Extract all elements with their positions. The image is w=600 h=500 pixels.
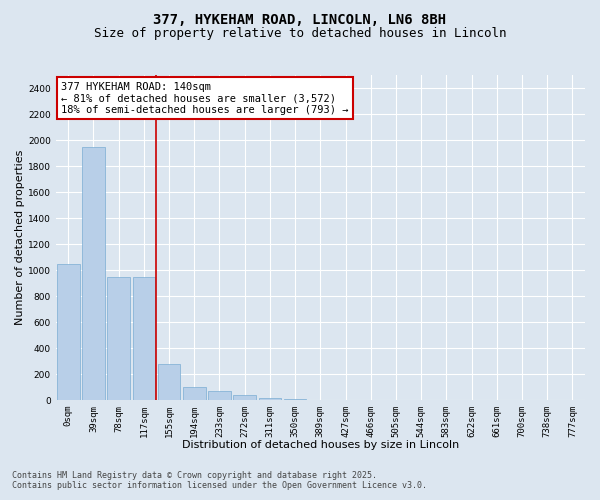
Bar (133, 276, 155, 400)
Bar (158, 364, 181, 400)
Text: 377 HYKEHAM ROAD: 140sqm
← 81% of detached houses are smaller (3,572)
18% of sem: 377 HYKEHAM ROAD: 140sqm ← 81% of detach… (61, 82, 349, 114)
X-axis label: Distribution of detached houses by size in Lincoln: Distribution of detached houses by size … (182, 440, 459, 450)
Text: 377, HYKEHAM ROAD, LINCOLN, LN6 8BH: 377, HYKEHAM ROAD, LINCOLN, LN6 8BH (154, 12, 446, 26)
Bar (259, 398, 281, 400)
Bar (233, 395, 256, 400)
Text: Size of property relative to detached houses in Lincoln: Size of property relative to detached ho… (94, 28, 506, 40)
Bar (183, 387, 206, 400)
Text: Contains public sector information licensed under the Open Government Licence v3: Contains public sector information licen… (12, 481, 427, 490)
Bar (208, 391, 231, 400)
Text: Contains HM Land Registry data © Crown copyright and database right 2025.: Contains HM Land Registry data © Crown c… (12, 471, 377, 480)
Bar (57, 264, 80, 400)
Bar (107, 276, 130, 400)
Bar (82, 146, 105, 400)
Y-axis label: Number of detached properties: Number of detached properties (15, 150, 25, 325)
